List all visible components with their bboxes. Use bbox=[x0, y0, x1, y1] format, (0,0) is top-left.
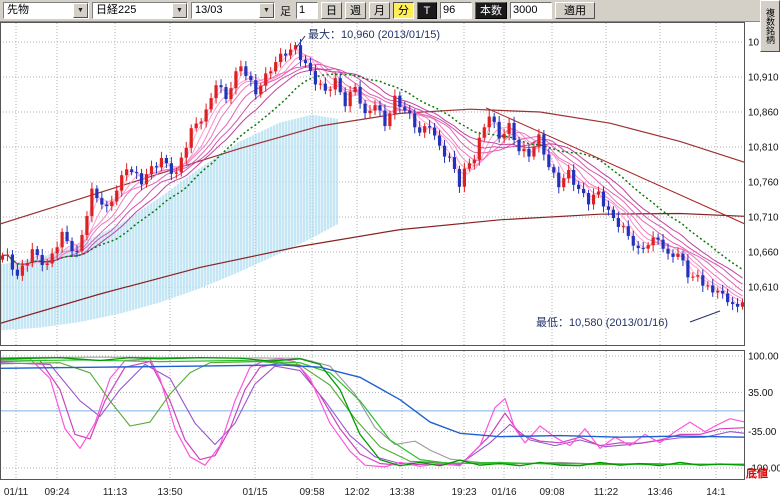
price-axis-label: 10,660 bbox=[748, 248, 779, 259]
period-minute-button[interactable]: 分 bbox=[393, 2, 414, 19]
tick-button[interactable]: T bbox=[417, 2, 437, 19]
chevron-down-icon[interactable]: ▼ bbox=[172, 3, 187, 18]
symbol-value: 日経225 bbox=[96, 4, 137, 16]
time-axis-label: 01/15 bbox=[242, 487, 268, 498]
time-axis-label: 12:02 bbox=[344, 487, 370, 498]
oscillator-axis-label: -100.00 bbox=[748, 464, 780, 475]
period-day-button[interactable]: 日 bbox=[321, 2, 342, 19]
time-axis-label: 01/16 bbox=[491, 487, 517, 498]
bars-count-button[interactable]: 本数 bbox=[475, 2, 507, 19]
time-axis-label: 13:50 bbox=[157, 487, 183, 498]
apply-button[interactable]: 適用 bbox=[555, 2, 595, 19]
bottom-price-label: 底値 bbox=[746, 466, 768, 480]
chevron-down-icon[interactable]: ▼ bbox=[73, 3, 88, 18]
time-axis-label: 01/11 bbox=[3, 487, 29, 498]
interval-input[interactable]: 1 bbox=[296, 2, 318, 19]
time-axis-label: 14:1 bbox=[706, 487, 726, 498]
chevron-down-icon[interactable]: ▼ bbox=[259, 3, 274, 18]
price-axis-label: 10,860 bbox=[748, 108, 779, 119]
multi-symbol-button[interactable]: 複数銘柄 bbox=[760, 0, 780, 52]
price-axis-label: 10,710 bbox=[748, 213, 779, 224]
svg-text:最大：10,960 (2013/01/15): 最大：10,960 (2013/01/15) bbox=[308, 27, 440, 41]
chart-canvas[interactable]: 最大：10,960 (2013/01/15) 最低：10,580 (2013/01… bbox=[0, 22, 780, 487]
oscillator-axis-label: -35.00 bbox=[748, 427, 777, 438]
contract-month-value: 13/03 bbox=[195, 4, 223, 16]
price-axis-label: 10,810 bbox=[748, 143, 779, 154]
time-axis-label: 09:24 bbox=[44, 487, 70, 498]
price-axis-label: 10,910 bbox=[748, 73, 779, 84]
oscillator-axis-label: 35.00 bbox=[748, 388, 773, 399]
time-axis: 01/11 09:24 11:13 13:50 01/15 09:58 12:02 13:38… bbox=[0, 487, 780, 501]
period-month-button[interactable]: 月 bbox=[369, 2, 390, 19]
tick-count-input[interactable]: 96 bbox=[440, 2, 472, 19]
time-axis-label: 19:23 bbox=[451, 487, 477, 498]
toolbar: 先物 ▼ 日経225 ▼ 13/03 ▼ 足 1 日 週 月 分 T 96 本数… bbox=[0, 0, 780, 22]
contract-month-select[interactable]: 13/03 ▼ bbox=[191, 2, 275, 19]
time-axis-label: 11:22 bbox=[593, 487, 619, 498]
time-axis-label: 13:38 bbox=[389, 487, 415, 498]
period-week-button[interactable]: 週 bbox=[345, 2, 366, 19]
symbol-select[interactable]: 日経225 ▼ bbox=[92, 2, 188, 19]
bars-count-input[interactable]: 3000 bbox=[510, 2, 552, 19]
bar-type-label: 足 bbox=[280, 5, 291, 18]
instrument-select[interactable]: 先物 ▼ bbox=[3, 2, 89, 19]
time-axis-label: 11:13 bbox=[102, 487, 128, 498]
price-axis-label: 10,760 bbox=[748, 178, 779, 189]
instrument-value: 先物 bbox=[7, 4, 29, 16]
svg-text:最低：10,580 (2013/01/16): 最低：10,580 (2013/01/16) bbox=[536, 316, 668, 329]
time-axis-label: 13:46 bbox=[647, 487, 673, 498]
chart-area[interactable]: 最大：10,960 (2013/01/15) 最低：10,580 (2013/01… bbox=[0, 22, 780, 487]
time-axis-label: 09:08 bbox=[539, 487, 565, 498]
time-axis-label: 09:58 bbox=[299, 487, 325, 498]
price-axis-label: 10,610 bbox=[748, 283, 779, 294]
oscillator-axis-label: 100.00 bbox=[748, 352, 779, 363]
